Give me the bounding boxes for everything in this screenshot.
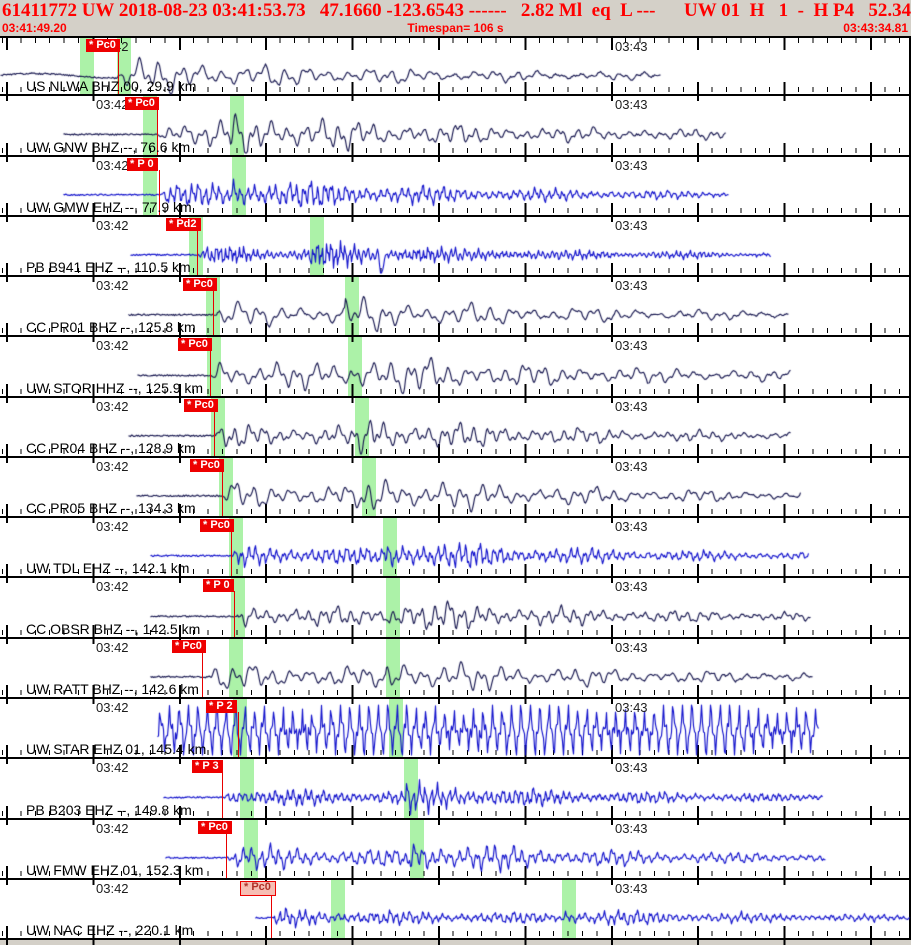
phase-pick-flag[interactable]: * Pc0 [172, 640, 206, 653]
station-channel-label: CC PR05 BHZ --, 134.3 km [26, 500, 196, 516]
time-tick-label: 03:42 [96, 821, 129, 836]
pick-time-line[interactable] [214, 411, 215, 456]
phase-pick-flag[interactable]: * Pd2 [166, 218, 201, 231]
trace-row: 03:42 03:43 PB B203 EHZ --, 149.8 km * P 3 [0, 759, 911, 825]
pick-time-line[interactable] [226, 833, 227, 878]
phase-pick-flag[interactable]: * Pc0 [183, 278, 217, 291]
trace-row: 03:42 03:43 UW RATT BHZ --, 142.6 km * Pc0 [0, 639, 911, 704]
time-tick-label: 03:43 [615, 338, 648, 353]
phase-pick-flag[interactable]: * Pc0 [125, 97, 159, 110]
phase-pick-flag[interactable]: * Pc0 [178, 338, 212, 351]
time-tick-label: 03:43 [615, 821, 648, 836]
header: 61411772 UW 2018-08-23 03:41:53.73 47.16… [0, 0, 911, 36]
station-channel-label: UW GMW EHZ --, 77.9 km [26, 199, 192, 215]
time-tick-label: 03:42 [96, 519, 129, 534]
time-tick-label: 03:43 [615, 399, 648, 414]
trace-row: 03:42 03:43 CC PR05 BHZ --, 134.3 km * Pc0 [0, 458, 911, 523]
time-tick-label: 03:42 [96, 338, 129, 353]
phase-pick-flag[interactable]: * P 0 [127, 158, 158, 171]
phase-pick-flag[interactable]: * Pc0 [198, 821, 232, 834]
pick-time-line[interactable] [231, 531, 232, 576]
station-channel-label: US NLWA BHZ 00, 29.9 km [26, 78, 197, 94]
time-window-bar: 03:41:49.20 Timespan= 106 s 03:43:34.81 [0, 21, 911, 35]
station-channel-label: UW NAC EHZ --, 220.1 km [26, 922, 194, 938]
pick-time-line[interactable] [210, 350, 211, 396]
trace-row: 03:42 03:43 CC OBSR BHZ --, 142.5 km * P 0 [0, 578, 911, 644]
pick-time-line[interactable] [238, 712, 239, 757]
time-tick-label: 03:42 [96, 579, 129, 594]
timespan-label: Timespan= 106 s [407, 21, 504, 35]
phase-pick-flag[interactable]: * P 2 [206, 700, 237, 713]
time-tick-label: 03:43 [615, 278, 648, 293]
trace-row: 03:42 03:43 UW FMW EHZ 01, 152.3 km * Pc0 [0, 820, 911, 885]
pick-time-line[interactable] [234, 591, 235, 637]
time-tick-label: 03:42 [96, 881, 129, 896]
phase-pick-flag[interactable]: * Pc0 [240, 881, 276, 896]
time-tick-label: 03:43 [615, 519, 648, 534]
time-tick-label: 03:43 [615, 158, 648, 173]
station-channel-label: CC OBSR BHZ --, 142.5 km [26, 621, 201, 637]
station-channel-label: PB B203 EHZ --, 149.8 km [26, 802, 192, 818]
time-tick-label: 03:42 [96, 218, 129, 233]
time-tick-label: 03:43 [615, 39, 648, 54]
trace-row: 03:42 03:43 CC PR01 BHZ --, 125.8 km * Pc0 [0, 277, 911, 342]
trace-row: 03:42 03:43 UW NAC EHZ --, 220.1 km * Pc0 [0, 880, 911, 945]
pick-time-line[interactable] [118, 51, 119, 94]
trace-row: 03:42 03:43 UW TDL EHZ --, 142.1 km * Pc0 [0, 518, 911, 583]
time-tick-label: 03:42 [96, 760, 129, 775]
station-channel-label: UW TDL EHZ --, 142.1 km [26, 560, 190, 576]
time-tick-label: 03:43 [615, 459, 648, 474]
pick-time-line[interactable] [213, 290, 214, 335]
pick-time-line[interactable] [157, 109, 158, 155]
time-tick-label: 03:42 [96, 459, 129, 474]
window-start-time: 03:41:49.20 [2, 21, 67, 35]
station-channel-label: UW STOR HHZ --, 125.9 km [26, 380, 204, 396]
phase-pick-flag[interactable]: * Pc0 [86, 39, 120, 52]
time-tick-label: 03:42 [96, 640, 129, 655]
phase-pick-flag[interactable]: * Pc0 [200, 519, 234, 532]
phase-pick-flag[interactable]: * Pc0 [184, 399, 218, 412]
trace-row: 03:42 03:43 CC PR04 BHZ --, 128.9 km * Pc0 [0, 398, 911, 463]
time-tick-label: 03:42 [96, 97, 129, 112]
station-channel-label: CC PR01 BHZ --, 125.8 km [26, 319, 196, 335]
trace-row: 03:42 03:43 UW GMW EHZ --, 77.9 km * P 0 [0, 157, 911, 222]
time-tick-label: 03:42 [96, 700, 129, 715]
event-title: 61411772 UW 2018-08-23 03:41:53.73 47.16… [2, 0, 911, 21]
window-end-time: 03:43:34.81 [843, 21, 908, 35]
trace-row: 03:42 03:43 PB B941 EHZ --, 110.5 km * Pd2 [0, 217, 911, 282]
time-tick-label: 03:42 [96, 278, 129, 293]
trace-row: 03:42 03:43 UW GNW BHZ --, 76.6 km * Pc0 [0, 96, 911, 162]
phase-pick-flag[interactable]: * P 0 [203, 579, 234, 592]
time-tick-label: 03:43 [615, 700, 648, 715]
station-channel-label: UW RATT BHZ --, 142.6 km [26, 681, 199, 697]
pick-time-line[interactable] [271, 893, 272, 938]
pick-time-line[interactable] [197, 230, 198, 275]
pick-time-line[interactable] [222, 772, 223, 818]
station-channel-label: UW FMW EHZ 01, 152.3 km [26, 862, 204, 878]
time-tick-label: 03:43 [615, 218, 648, 233]
time-tick-label: 03:43 [615, 881, 648, 896]
time-tick-label: 03:43 [615, 760, 648, 775]
station-channel-label: PB B941 EHZ --, 110.5 km [26, 259, 191, 275]
time-tick-label: 03:43 [615, 579, 648, 594]
time-tick-label: 03:42 [96, 399, 129, 414]
pick-time-line[interactable] [222, 471, 223, 516]
time-tick-label: 03:43 [615, 97, 648, 112]
phase-pick-flag[interactable]: * P 3 [192, 760, 223, 773]
trace-row: 03:42 03:43 UW STAR EHZ 01, 145.4 km * P 2 [0, 699, 911, 764]
pick-time-line[interactable] [159, 170, 160, 215]
pick-time-line[interactable] [202, 652, 203, 697]
time-tick-label: 03:42 [96, 158, 129, 173]
trace-row: 03:42 03:43 UW STOR HHZ --, 125.9 km * Pc0 [0, 337, 911, 403]
time-tick-label: 03:43 [615, 640, 648, 655]
station-channel-label: UW STAR EHZ 01, 145.4 km [26, 741, 207, 757]
phase-pick-flag[interactable]: * Pc0 [190, 459, 224, 472]
station-channel-label: CC PR04 BHZ --, 128.9 km [26, 440, 196, 456]
station-channel-label: UW GNW BHZ --, 76.6 km [26, 139, 191, 155]
